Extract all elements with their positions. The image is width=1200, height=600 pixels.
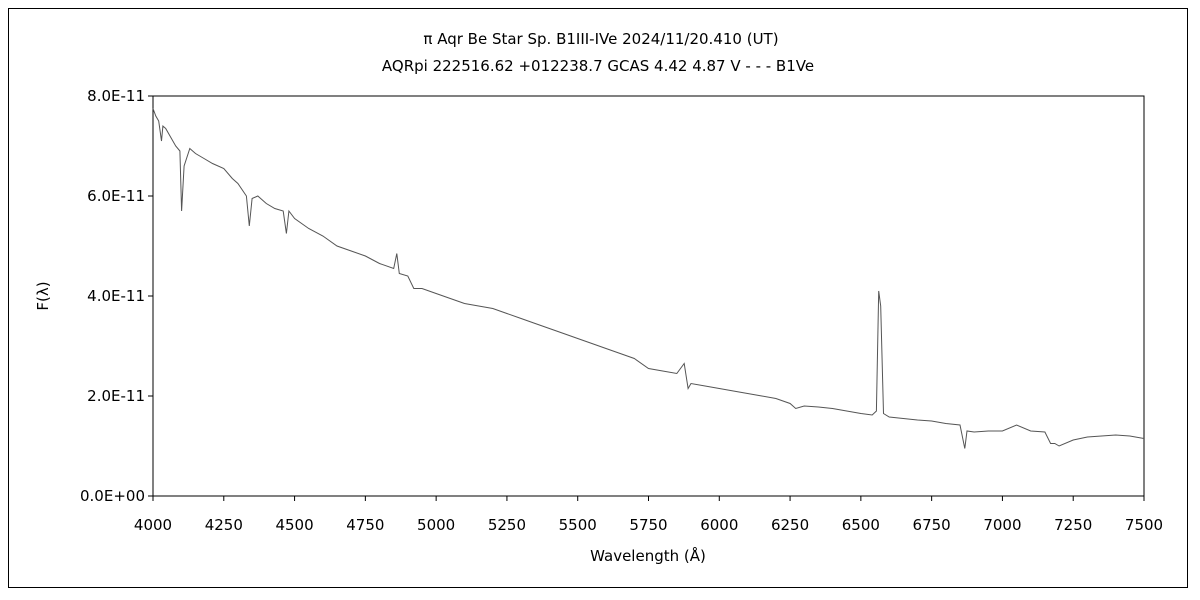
x-tick-label: 7250: [1054, 516, 1092, 534]
x-axis: 4000 4250 4500 4750 5000 5250 5500 5750 6000 6250…: [134, 496, 1163, 534]
x-tick-label: 4750: [346, 516, 384, 534]
x-tick-label: 5750: [629, 516, 667, 534]
x-tick-label: 4000: [134, 516, 172, 534]
x-tick-label: 4500: [275, 516, 313, 534]
x-tick-label: 7500: [1125, 516, 1163, 534]
chart-title: π Aqr Be Star Sp. B1III-IVe 2024/11/20.4…: [423, 30, 778, 48]
plot-area: [152, 95, 1145, 497]
y-axis: 0.0E+00 2.0E-11 4.0E-11 6.0E-11 8.0E-11: [80, 87, 153, 505]
x-tick-label: 6750: [913, 516, 951, 534]
x-tick-label: 5500: [559, 516, 597, 534]
y-tick-label: 4.0E-11: [87, 287, 145, 305]
y-tick-label: 0.0E+00: [80, 487, 145, 505]
y-tick-label: 8.0E-11: [87, 87, 145, 105]
x-tick-label: 6000: [700, 516, 738, 534]
y-tick-label: 6.0E-11: [87, 187, 145, 205]
x-axis-label: Wavelength (Å): [590, 546, 706, 565]
chart-subtitle: AQRpi 222516.62 +012238.7 GCAS 4.42 4.87…: [382, 57, 814, 75]
y-axis-label: F(λ): [34, 281, 52, 310]
x-tick-label: 7000: [983, 516, 1021, 534]
x-tick-label: 5000: [417, 516, 455, 534]
x-tick-label: 4250: [205, 516, 243, 534]
x-tick-label: 6500: [842, 516, 880, 534]
spectrum-series-line: [152, 108, 1145, 449]
x-tick-label: 5250: [488, 516, 526, 534]
y-tick-label: 2.0E-11: [87, 387, 145, 405]
x-tick-label: 6250: [771, 516, 809, 534]
